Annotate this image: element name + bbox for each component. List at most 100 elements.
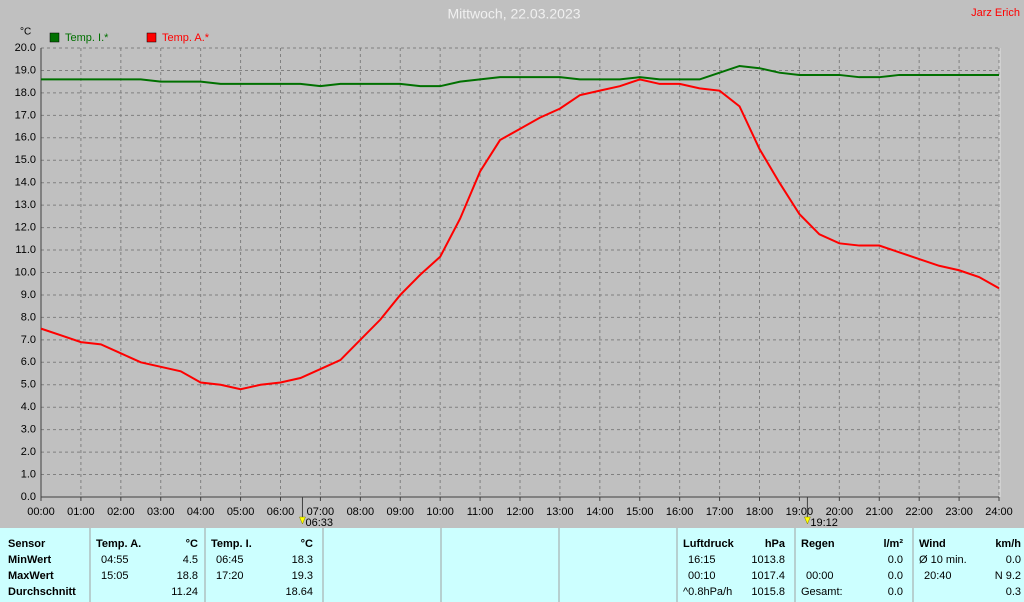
y-tick-label: 19.0 (15, 64, 36, 76)
x-tick-label: 00:00 (27, 506, 55, 518)
x-tick-label: 08:00 (347, 506, 375, 518)
column-header: Temp. I. (211, 538, 252, 550)
x-tick-label: 03:00 (147, 506, 175, 518)
x-tick-label: 16:00 (666, 506, 694, 518)
x-tick-label: 04:00 (187, 506, 215, 518)
cell-time: 17:20 (216, 570, 244, 582)
row-label: Durchschnitt (8, 586, 76, 598)
cell-value: 18.3 (292, 554, 313, 566)
x-tick-label: 14:00 (586, 506, 614, 518)
cell-value: 0.0 (888, 554, 903, 566)
x-tick-label: 11:00 (467, 506, 494, 518)
cell-value: 1015.8 (751, 586, 785, 598)
cell-value: 18.8 (177, 570, 198, 582)
y-tick-label: 13.0 (15, 199, 36, 211)
column-header: Temp. A. (96, 538, 141, 550)
x-tick-label: 23:00 (945, 506, 973, 518)
x-tick-label: 13:00 (546, 506, 574, 518)
row-label: MinWert (8, 554, 52, 566)
cell-time: Gesamt: (801, 586, 843, 598)
annotation-label: 06:33 (305, 517, 333, 529)
y-tick-label: 7.0 (21, 334, 36, 346)
y-tick-label: 3.0 (21, 424, 36, 436)
y-tick-label: 16.0 (15, 132, 36, 144)
cell-time: 06:45 (216, 554, 244, 566)
cell-time: 20:40 (924, 570, 952, 582)
cell-value: 4.5 (183, 554, 198, 566)
y-tick-label: 2.0 (21, 446, 36, 458)
cell-value: 1017.4 (751, 570, 785, 582)
x-tick-label: 07:00 (307, 506, 335, 518)
column-header: Luftdruck (683, 538, 735, 550)
y-tick-label: 5.0 (21, 379, 36, 391)
y-tick-label: 6.0 (21, 356, 36, 368)
y-tick-label: 4.0 (21, 401, 36, 413)
cell-time: 16:15 (688, 554, 716, 566)
x-tick-label: 20:00 (826, 506, 854, 518)
legend-swatch (146, 32, 157, 43)
column-header: Wind (919, 538, 946, 550)
legend-swatch (49, 32, 60, 43)
x-tick-label: 17:00 (706, 506, 734, 518)
x-tick-label: 21:00 (865, 506, 893, 518)
cell-value: 19.3 (292, 570, 313, 582)
y-tick-label: 9.0 (21, 289, 36, 301)
row-label: Sensor (8, 538, 46, 550)
row-label: MaxWert (8, 570, 54, 582)
column-unit: l/m² (883, 538, 903, 550)
cell-time: ^0.8hPa/h (683, 586, 732, 598)
x-tick-label: 24:00 (985, 506, 1013, 518)
x-tick-label: 15:00 (626, 506, 654, 518)
cell-value: 0.3 (1006, 586, 1021, 598)
column-unit: km/h (995, 538, 1021, 550)
column-unit: °C (301, 538, 313, 550)
column-unit: hPa (765, 538, 786, 550)
line-series (41, 64, 999, 88)
line-series (40, 78, 1000, 391)
cell-value: N 9.2 (995, 570, 1021, 582)
x-tick-label: 09:00 (386, 506, 414, 518)
x-tick-label: 10:00 (426, 506, 454, 518)
y-tick-label: 20.0 (15, 42, 36, 54)
annotation-marker (299, 516, 306, 525)
x-tick-label: 22:00 (905, 506, 933, 518)
annotation-marker (804, 516, 811, 525)
y-tick-label: 0.0 (21, 491, 36, 503)
x-tick-label: 06:00 (267, 506, 295, 518)
y-axis-label: °C (20, 27, 31, 38)
cell-time: 00:00 (806, 570, 834, 582)
y-tick-label: 14.0 (15, 177, 36, 189)
chart-title: Mittwoch, 22.03.2023 (447, 6, 580, 22)
x-tick-label: 01:00 (67, 506, 95, 518)
cell-value: 0.0 (888, 570, 903, 582)
author: Jarz Erich (971, 7, 1020, 19)
y-tick-label: 1.0 (21, 468, 36, 480)
y-tick-label: 11.0 (15, 244, 36, 256)
table-background (0, 528, 1024, 602)
cell-time: 00:10 (688, 570, 716, 582)
cell-value: 0.0 (1006, 554, 1021, 566)
cell-time: Ø 10 min. (919, 554, 967, 566)
x-tick-label: 18:00 (746, 506, 774, 518)
legend-label: Temp. I.* (65, 32, 109, 44)
annotation-label: 19:12 (810, 517, 838, 529)
x-tick-label: 12:00 (506, 506, 534, 518)
column-unit: °C (186, 538, 198, 550)
cell-time: 04:55 (101, 554, 129, 566)
legend-label: Temp. A.* (162, 32, 210, 44)
cell-value: 18.64 (285, 586, 313, 598)
cell-value: 0.0 (888, 586, 903, 598)
y-tick-label: 8.0 (21, 311, 36, 323)
column-header: Regen (801, 538, 835, 550)
cell-value: 1013.8 (751, 554, 785, 566)
y-tick-label: 15.0 (15, 154, 36, 166)
cell-time: 15:05 (101, 570, 129, 582)
y-tick-label: 12.0 (15, 222, 36, 234)
y-tick-label: 18.0 (15, 87, 36, 99)
x-tick-label: 02:00 (107, 506, 135, 518)
y-tick-label: 17.0 (15, 109, 36, 121)
x-tick-label: 19:00 (786, 506, 814, 518)
y-tick-label: 10.0 (15, 266, 36, 278)
